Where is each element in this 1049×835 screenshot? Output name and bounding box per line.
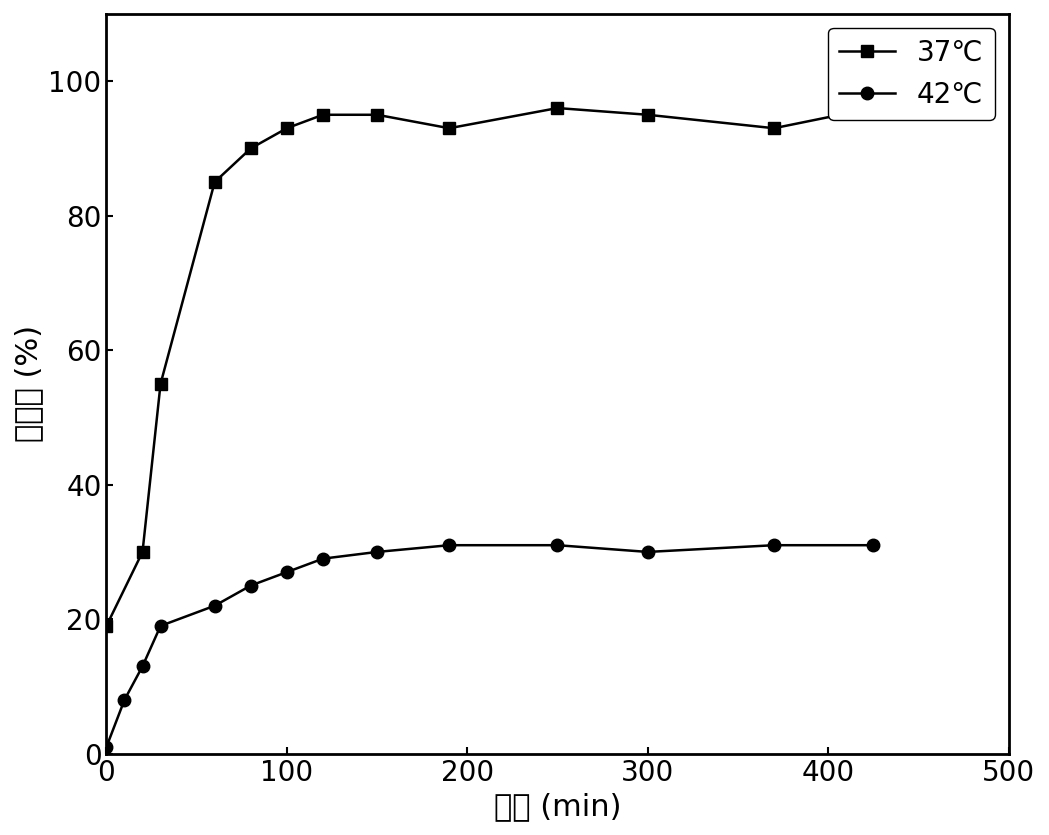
42℃ <box>443 540 455 550</box>
37℃ <box>317 109 329 119</box>
42℃ <box>154 621 167 631</box>
Line: 37℃: 37℃ <box>101 102 879 632</box>
37℃ <box>866 103 879 113</box>
42℃ <box>317 554 329 564</box>
X-axis label: 时间 (min): 时间 (min) <box>494 792 621 821</box>
37℃ <box>154 379 167 389</box>
37℃ <box>443 124 455 134</box>
37℃ <box>768 124 780 134</box>
42℃ <box>866 540 879 550</box>
42℃ <box>551 540 563 550</box>
37℃ <box>280 124 293 134</box>
Legend: 37℃, 42℃: 37℃, 42℃ <box>828 28 994 120</box>
42℃ <box>280 567 293 577</box>
Line: 42℃: 42℃ <box>101 539 879 753</box>
37℃ <box>370 109 383 119</box>
42℃ <box>209 600 221 610</box>
37℃ <box>641 109 654 119</box>
42℃ <box>244 580 257 590</box>
42℃ <box>136 661 149 671</box>
37℃ <box>100 621 112 631</box>
42℃ <box>100 742 112 752</box>
Y-axis label: 释放度 (%): 释放度 (%) <box>14 325 43 443</box>
42℃ <box>768 540 780 550</box>
37℃ <box>209 177 221 187</box>
37℃ <box>244 144 257 154</box>
42℃ <box>641 547 654 557</box>
42℃ <box>370 547 383 557</box>
42℃ <box>119 695 131 705</box>
37℃ <box>551 103 563 113</box>
37℃ <box>136 547 149 557</box>
